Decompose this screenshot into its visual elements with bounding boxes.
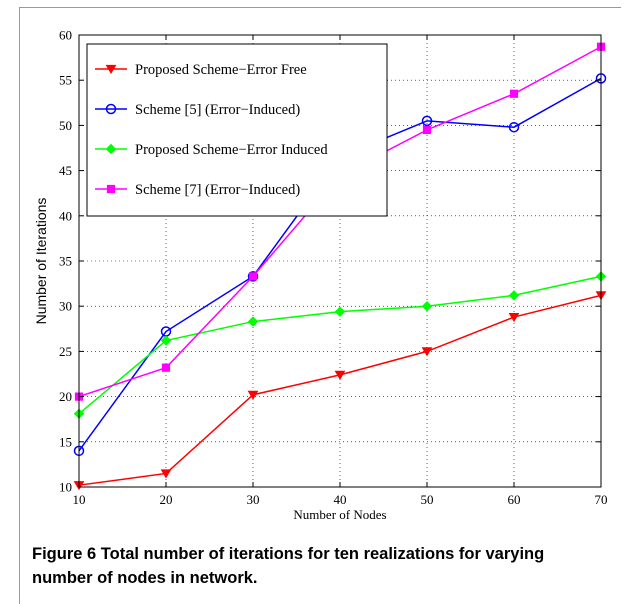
y-tick-label: 50 [59,118,72,133]
y-axis-title: Number of Iterations [33,198,49,325]
data-point [421,347,433,357]
line-chart: 10 20 30 40 50 60 70 10 15 20 25 30 35 40 45 50 55 60 Pro… [33,28,608,523]
y-tick-label: 45 [59,163,72,178]
legend-label: Scheme [5] (Error−Induced) [135,102,300,118]
x-tick-label: 40 [334,492,347,507]
x-axis-title: Number of Nodes [293,507,386,522]
y-tick-label: 25 [59,344,72,359]
legend-marker [105,64,117,75]
y-tick-label: 40 [59,208,72,223]
series-1 [73,291,607,491]
data-point [334,306,346,317]
data-point [509,89,519,98]
figure-caption: Figure 6 Total number of iterations for … [32,542,592,590]
data-point [160,335,172,346]
legend-marker [106,184,116,194]
y-tick-label: 15 [59,434,72,449]
data-point [247,390,259,400]
series-3 [73,271,607,419]
legend-box [86,43,388,217]
series-layer [73,42,607,491]
y-tick-label: 30 [59,299,72,314]
data-point [508,290,520,301]
data-point [247,316,259,327]
data-point [421,300,433,312]
x-tick-label: 20 [160,492,173,507]
x-tick-label: 10 [73,492,86,507]
x-tick-label: 50 [421,492,434,507]
legend-marker [105,103,117,115]
series-line [78,275,602,415]
x-tick-label: 70 [595,492,608,507]
x-tick-label: 60 [508,492,521,507]
data-point [247,271,259,282]
figure-frame [19,7,621,604]
data-point [422,125,432,135]
legend-marker [105,143,117,155]
data-point [160,469,172,479]
y-tick-label: 35 [59,254,72,269]
tick-layer: 10 20 30 40 50 60 70 10 15 20 25 30 35 40 45 50 55 60 [59,28,608,508]
data-point [161,363,171,372]
legend-label: Scheme [7] (Error−Induced) [135,182,300,198]
data-point [508,121,520,133]
y-tick-label: 55 [59,73,72,88]
y-tick-label: 20 [59,389,72,404]
data-point [248,272,258,281]
figure-label: Figure 6 [32,545,97,563]
figure-caption-text: Total number of iterations for ten reali… [32,545,545,587]
legend-label: Proposed Scheme−Error Induced [135,142,328,158]
y-tick-label: 10 [59,480,72,495]
x-tick-label: 30 [247,492,260,507]
legend: Proposed Scheme−Error Free Scheme [5] (Er… [86,43,388,217]
data-point [508,312,520,323]
legend-label: Proposed Scheme−Error Free [135,62,307,78]
y-tick-label: 60 [59,28,72,43]
data-point [334,370,346,380]
data-point [421,115,433,127]
